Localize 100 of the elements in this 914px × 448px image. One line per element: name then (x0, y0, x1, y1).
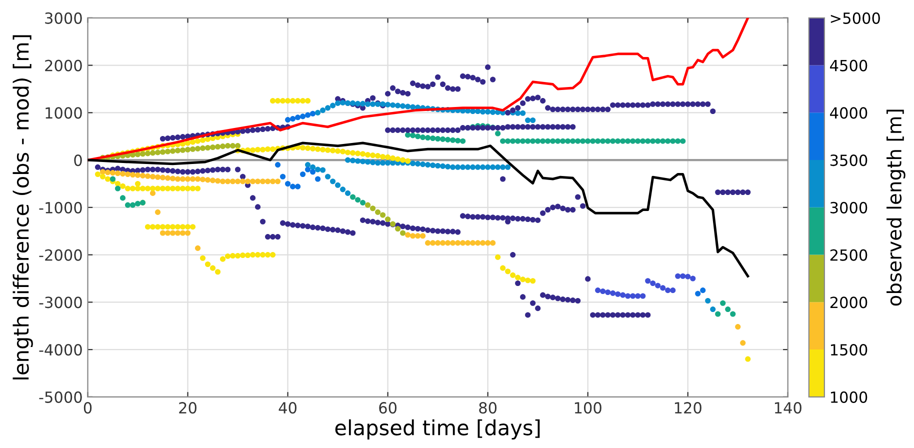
point (355, 158, 361, 164)
point (740, 189, 746, 196)
point (405, 232, 411, 238)
point (510, 138, 516, 144)
point (214, 166, 221, 172)
point (425, 127, 431, 133)
point (190, 169, 196, 175)
point (210, 265, 216, 271)
point (625, 138, 631, 144)
point (285, 180, 291, 187)
point (170, 135, 176, 141)
point (570, 124, 576, 130)
point (360, 100, 366, 106)
point (625, 293, 631, 299)
point (170, 148, 176, 154)
point (94, 164, 101, 170)
point (224, 178, 231, 184)
y-tick-label: -3000 (39, 296, 82, 308)
point (680, 101, 686, 107)
point (355, 150, 361, 156)
point (184, 140, 191, 146)
point (320, 146, 326, 152)
point (375, 153, 381, 159)
point (190, 186, 196, 192)
point (600, 288, 606, 294)
point (480, 240, 486, 246)
point (150, 190, 156, 196)
point (224, 143, 231, 149)
point (160, 174, 166, 180)
point (190, 146, 196, 152)
point (710, 108, 716, 114)
point (120, 195, 126, 201)
point (160, 167, 166, 173)
y-tick-label: -1000 (39, 202, 82, 214)
point (550, 106, 556, 112)
point (565, 297, 571, 303)
point (675, 101, 681, 107)
point (485, 164, 491, 170)
point (465, 240, 471, 246)
point (400, 103, 406, 109)
point (560, 138, 566, 144)
point (184, 146, 191, 152)
point (575, 138, 581, 144)
point (180, 186, 186, 192)
y-tick-label: 0 (74, 154, 82, 166)
point (265, 178, 271, 184)
point (615, 138, 621, 144)
point (160, 186, 166, 192)
point (485, 64, 491, 70)
point (510, 252, 516, 258)
point (330, 148, 336, 154)
point (300, 144, 306, 151)
point (170, 230, 176, 236)
point (535, 94, 541, 100)
point (545, 124, 551, 130)
point (204, 261, 211, 268)
point (455, 240, 461, 246)
point (365, 159, 371, 165)
point (335, 148, 341, 154)
point (184, 176, 191, 182)
point (100, 174, 106, 180)
point (630, 138, 636, 144)
y-tick-label: -5000 (39, 391, 82, 403)
point (460, 240, 466, 246)
point (104, 176, 111, 182)
point (530, 96, 536, 102)
point (635, 138, 641, 144)
point (425, 162, 431, 168)
point (110, 176, 116, 182)
point (285, 98, 291, 104)
point (685, 274, 691, 280)
point (435, 127, 441, 133)
point (140, 167, 146, 173)
point (154, 209, 161, 215)
point (500, 176, 506, 182)
point (680, 138, 686, 144)
color-bar-label: 3500 (830, 154, 868, 166)
point (500, 164, 506, 170)
point (420, 83, 426, 89)
point (160, 224, 166, 230)
point (540, 124, 546, 130)
point (520, 124, 526, 130)
point (114, 180, 121, 187)
point (400, 157, 406, 163)
point (410, 80, 416, 86)
point (730, 189, 736, 196)
point (184, 224, 191, 230)
point (600, 138, 606, 144)
point (515, 280, 521, 286)
point (670, 288, 676, 294)
point (485, 108, 491, 114)
point (224, 166, 231, 172)
point (275, 162, 281, 168)
point (485, 240, 491, 246)
point (415, 161, 421, 167)
point (410, 233, 416, 239)
point (495, 130, 501, 136)
point (440, 127, 446, 133)
point (430, 81, 436, 88)
point (650, 280, 656, 286)
